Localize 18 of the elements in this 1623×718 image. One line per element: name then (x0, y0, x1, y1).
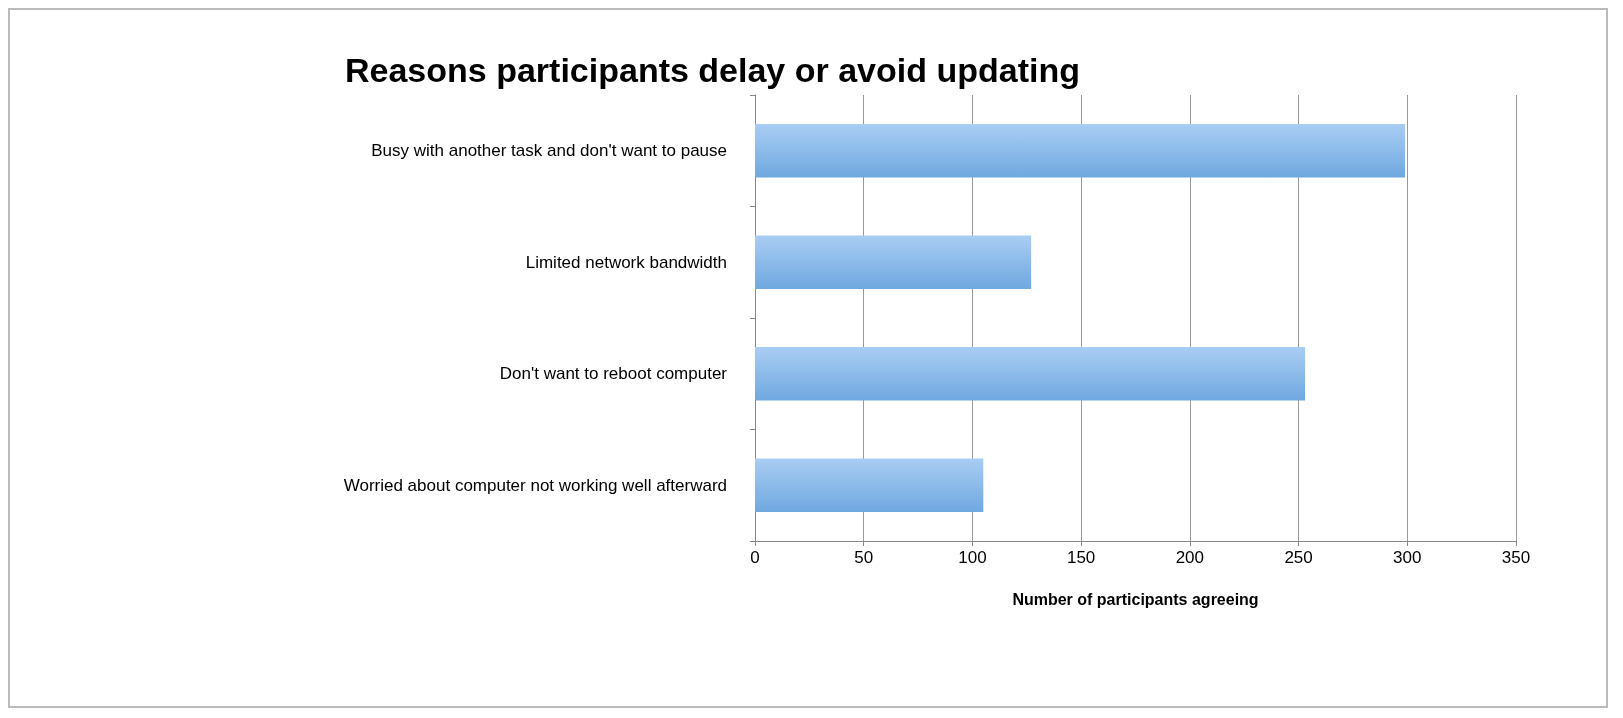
x-axis-title: Number of participants agreeing (1012, 590, 1259, 608)
y-tick-label: Don't want to reboot computer (499, 364, 728, 384)
x-tick-label: 50 (854, 548, 874, 567)
x-tick-label: 100 (958, 548, 987, 567)
bar (755, 123, 1406, 178)
y-tick-label: Limited network bandwidth (525, 252, 727, 272)
x-tick-label: 300 (1393, 548, 1422, 567)
chart-title: Reasons participants delay or avoid updating (345, 51, 1080, 89)
x-tick-label: 350 (1501, 548, 1531, 567)
x-tick-label: 250 (1284, 548, 1313, 567)
bar (755, 458, 984, 513)
x-tick-label: 200 (1175, 548, 1205, 567)
bar (755, 235, 1032, 290)
y-tick-label: Busy with another task and don't want to pause (371, 141, 727, 161)
bar (755, 346, 1306, 401)
y-tick-label: Worried about computer not working well afterward (343, 475, 727, 495)
x-tick-label: 0 (750, 548, 760, 567)
x-tick-label: 150 (1066, 548, 1096, 567)
